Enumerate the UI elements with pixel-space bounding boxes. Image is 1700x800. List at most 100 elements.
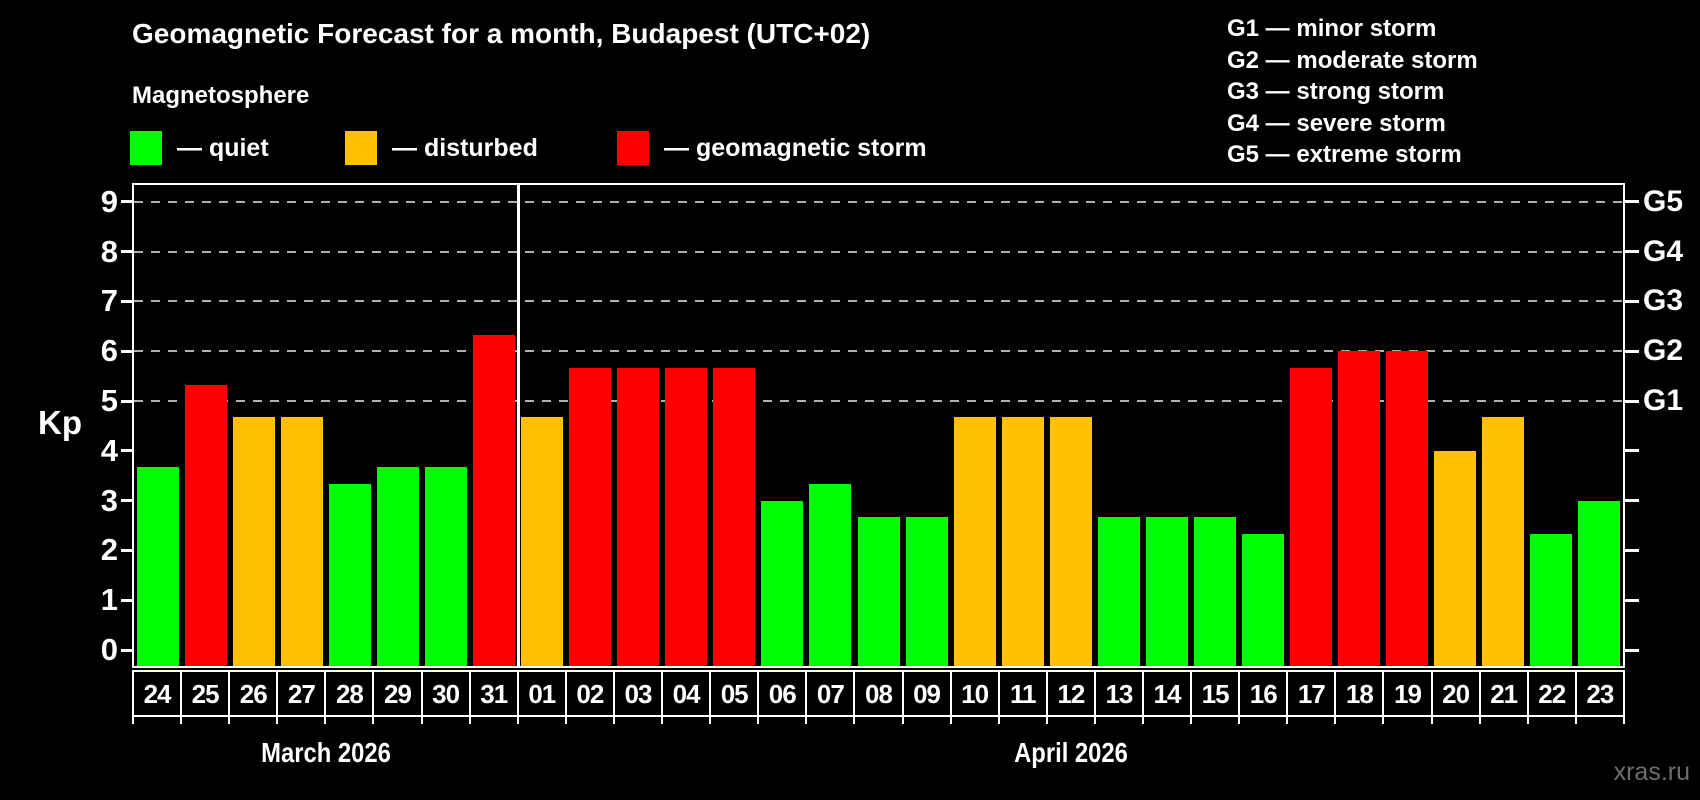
- day-cell: 10: [949, 670, 1000, 717]
- day-cell: 17: [1286, 670, 1337, 717]
- day-boundary-tick: [420, 715, 469, 724]
- right-axis-tick: [1625, 250, 1639, 254]
- y-axis-tick: [121, 399, 132, 403]
- kp-bar: [521, 417, 564, 666]
- day-cell: 01: [516, 670, 567, 717]
- day-boundary-tick: [1093, 715, 1142, 724]
- day-axis-tick-row: [132, 715, 1625, 724]
- y-axis-tick: [121, 548, 132, 552]
- day-boundary-tick: [1238, 715, 1286, 724]
- day-boundary-tick: [228, 715, 276, 724]
- y-axis-tick: [121, 299, 132, 303]
- kp-bar: [377, 467, 420, 666]
- kp-bar: [1145, 517, 1188, 666]
- day-cell: 13: [1093, 670, 1144, 717]
- day-boundary-tick: [612, 715, 661, 724]
- kp-bar: [1481, 417, 1524, 666]
- day-cell: 04: [661, 670, 712, 717]
- day-cell: 27: [276, 670, 327, 717]
- storm-scale-legend: G1 — minor storm G2 — moderate storm G3 — …: [1227, 13, 1478, 171]
- kp-bar: [1577, 500, 1620, 666]
- legend-swatch-storm: [617, 131, 649, 165]
- day-boundary-tick: [1190, 715, 1238, 724]
- watermark: xras.ru: [1613, 758, 1690, 786]
- gridline: [134, 250, 1623, 253]
- kp-bar: [185, 384, 228, 666]
- storm-scale-line: G3 — strong storm: [1227, 78, 1445, 105]
- day-boundary-tick: [1574, 715, 1625, 724]
- storm-scale-line: G2 — moderate storm: [1227, 46, 1478, 74]
- right-axis-tick: [1625, 449, 1639, 453]
- day-boundary-tick: [132, 715, 180, 724]
- day-cell: 26: [228, 670, 279, 717]
- right-axis-tick: [1625, 200, 1639, 204]
- legend-item-quiet: — quiet: [130, 131, 269, 165]
- day-boundary-tick: [1478, 715, 1527, 724]
- y-axis-tick-label: 8: [100, 233, 118, 269]
- day-cell: 19: [1382, 670, 1433, 717]
- day-cell: 31: [468, 670, 519, 717]
- day-boundary-tick: [516, 715, 565, 724]
- kp-bar: [1193, 517, 1236, 666]
- day-boundary-tick: [276, 715, 324, 724]
- day-boundary-tick: [853, 715, 901, 724]
- y-axis-tick: [121, 449, 132, 453]
- kp-bar: [233, 417, 276, 666]
- kp-bar: [1001, 417, 1044, 666]
- y-axis-tick-label: 3: [100, 482, 118, 518]
- gridline: [134, 300, 1623, 303]
- kp-bar: [761, 500, 804, 666]
- day-cell: 14: [1141, 670, 1193, 717]
- y-axis-tick-label: 9: [100, 183, 118, 219]
- day-cell: 05: [709, 670, 760, 717]
- y-axis-tick: [121, 648, 132, 652]
- day-boundary-tick: [372, 715, 420, 724]
- kp-bar: [1289, 367, 1332, 666]
- plot-area: [132, 183, 1625, 668]
- month-label-march: March 2026: [261, 737, 391, 768]
- kp-bar: [809, 484, 852, 666]
- storm-scale-line: G1 — minor storm: [1227, 15, 1437, 42]
- day-cell: 23: [1574, 670, 1625, 717]
- legend-label: — geomagnetic storm: [664, 133, 927, 162]
- day-boundary-tick: [709, 715, 757, 724]
- right-axis-tick: [1625, 598, 1639, 602]
- kp-bar: [617, 367, 660, 666]
- right-axis-tick-label: G2: [1643, 334, 1684, 368]
- kp-bar: [713, 367, 756, 666]
- kp-bar: [905, 517, 948, 666]
- y-axis-tick: [121, 200, 132, 204]
- page-title: Geomagnetic Forecast for a month, Budape…: [132, 18, 871, 49]
- day-cell: 22: [1526, 670, 1577, 717]
- day-cell: 28: [324, 670, 375, 717]
- storm-scale-line: G4 — severe storm: [1227, 109, 1446, 137]
- day-boundary-tick: [324, 715, 372, 724]
- day-cell: 03: [612, 670, 664, 717]
- right-axis-tick: [1625, 299, 1639, 303]
- legend-item-disturbed: — disturbed: [345, 131, 538, 165]
- day-boundary-tick: [901, 715, 950, 724]
- day-boundary-tick: [564, 715, 613, 724]
- day-cell: 29: [372, 670, 423, 717]
- day-cell: 06: [757, 670, 808, 717]
- day-cell: 15: [1190, 670, 1241, 717]
- right-axis-tick-label: G1: [1643, 384, 1684, 417]
- right-axis-tick: [1625, 548, 1639, 552]
- day-boundary-tick: [1141, 715, 1190, 724]
- right-axis-tick: [1625, 349, 1639, 353]
- y-axis-tick-label: 0: [100, 632, 118, 667]
- day-boundary-tick: [1526, 715, 1575, 724]
- day-cell: 18: [1334, 670, 1385, 717]
- kp-bar: [953, 417, 996, 666]
- right-axis-tick: [1625, 648, 1639, 652]
- legend-swatch-disturbed: [345, 131, 377, 165]
- day-cell: 30: [420, 670, 471, 717]
- y-axis-tick-label: 2: [100, 532, 118, 568]
- kp-bar: [281, 417, 324, 666]
- y-axis-tick: [121, 598, 132, 602]
- kp-bar: [1337, 351, 1380, 666]
- day-cell: 24: [132, 670, 183, 717]
- right-axis-tick-label: G3: [1643, 284, 1684, 318]
- legend-label: — disturbed: [392, 133, 538, 162]
- gridline: [134, 200, 1623, 203]
